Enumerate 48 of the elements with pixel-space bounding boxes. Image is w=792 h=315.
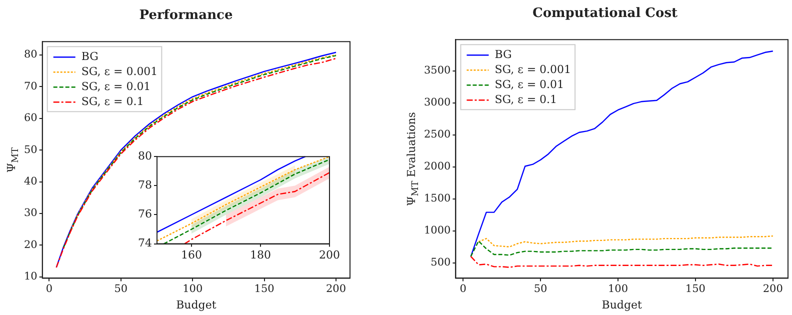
x-tick-label: 50: [114, 283, 128, 296]
chart-title: Performance: [139, 8, 233, 24]
x-tick-label: 150: [254, 283, 274, 296]
legend-label: SG, ε = 0.001: [494, 62, 572, 76]
legend-label: BG: [81, 50, 98, 63]
x-tick-label: 100: [608, 283, 628, 296]
x-tick-label: 0: [46, 283, 53, 296]
y-tick-label: 74: [138, 236, 152, 250]
legend-label: BG: [494, 48, 512, 61]
y-tick-label: 3000: [424, 96, 451, 109]
y-tick-label: 2500: [424, 128, 451, 141]
legend-label: SG, ε = 0.01: [81, 80, 151, 93]
x-axis-title: Budget: [176, 298, 217, 312]
x-tick-label: 50: [534, 283, 548, 296]
x-axis-title: Budget: [602, 298, 643, 312]
y-tick-label: 20: [24, 238, 38, 251]
x-tick-label: 160: [181, 248, 202, 262]
legend-label: SG, ε = 0.001: [81, 64, 158, 78]
line-series: [184, 172, 330, 244]
y-tick-label: 70: [24, 80, 38, 92]
line-series: [478, 235, 774, 248]
chart-title: Computational Cost: [532, 6, 678, 22]
y-tick-label: 60: [24, 112, 38, 124]
y-tick-label: 500: [430, 256, 451, 269]
x-tick-label: 200: [762, 283, 783, 296]
y-tick-label: 76: [138, 208, 152, 221]
y-tick-label: 80: [24, 48, 38, 61]
x-tick-label: 180: [250, 248, 271, 262]
x-tick-label: 100: [182, 283, 203, 296]
y-tick-label: 80: [138, 149, 152, 162]
legend-label: SG, ε = 0.1: [494, 92, 558, 106]
x-tick-label: 200: [326, 283, 346, 296]
x-tick-label: 0: [460, 283, 466, 296]
y-tick-label: 50: [24, 144, 38, 156]
line-series: [470, 240, 774, 258]
y-tick-label: 1000: [424, 224, 451, 237]
legend-label: SG, ε = 0.01: [494, 78, 564, 91]
y-tick-label: 30: [24, 207, 38, 220]
y-tick-label: 10: [24, 270, 38, 283]
y-tick-label: 2000: [424, 160, 451, 173]
line-series: [470, 256, 774, 268]
x-tick-label: 150: [685, 283, 706, 296]
y-tick-label: 1500: [424, 192, 451, 205]
legend-label: SG, ε = 0.1: [81, 94, 144, 108]
y-tick-label: 78: [138, 178, 152, 192]
y-tick-label: 3500: [424, 64, 451, 77]
x-tick-label: 200: [319, 248, 340, 262]
y-tick-label: 40: [24, 176, 38, 188]
